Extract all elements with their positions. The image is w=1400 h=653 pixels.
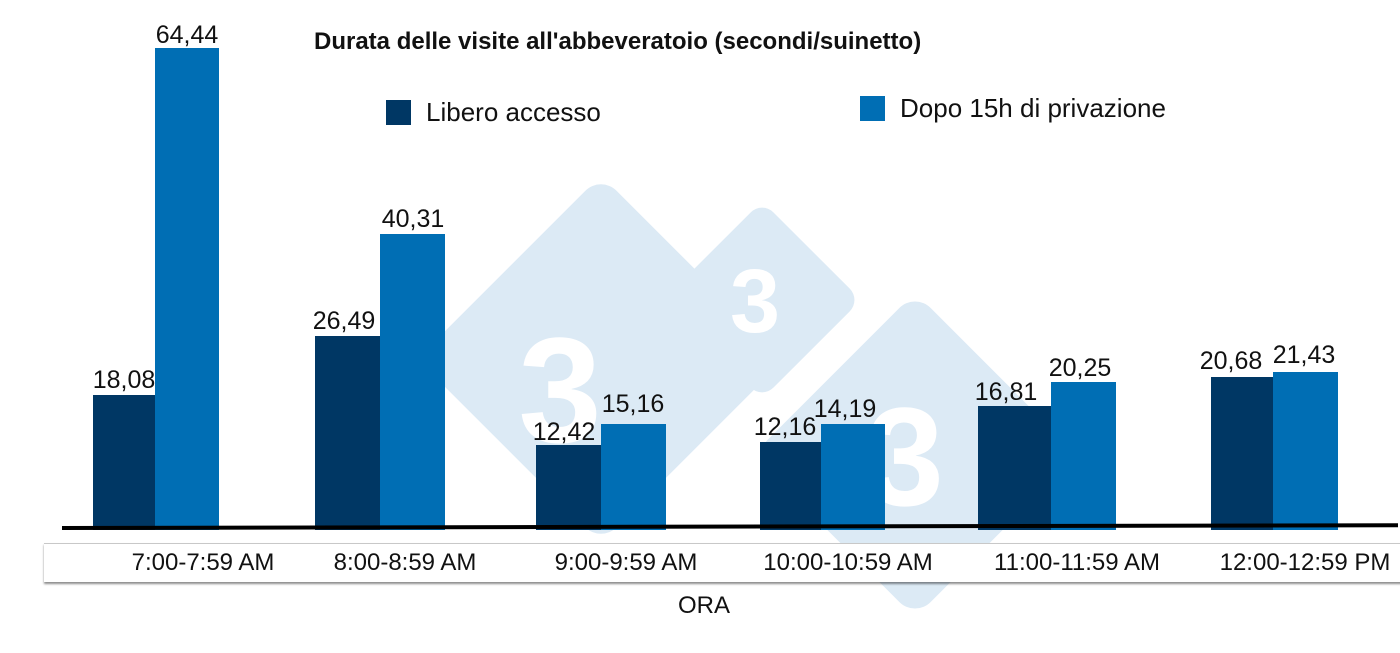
x-tick-label: 12:00-12:59 PM	[1219, 549, 1391, 576]
bar-libero-12pm	[1211, 377, 1273, 530]
value-label: 12,42	[532, 418, 596, 446]
bar-libero-11am	[978, 406, 1051, 530]
bar-libero-7am	[93, 395, 155, 530]
value-label: 15,16	[601, 390, 665, 418]
bar-dopo-8am	[380, 234, 445, 530]
legend-swatch-icon	[386, 100, 411, 125]
x-tick-label: 11:00-11:59 AM	[994, 549, 1160, 576]
bar-dopo-11am	[1051, 382, 1116, 530]
value-label: 26,49	[312, 307, 376, 335]
bar-dopo-12pm	[1273, 372, 1338, 530]
value-label: 64,44	[155, 21, 219, 49]
value-label: 16,81	[974, 378, 1038, 406]
x-tick-label: 8:00-8:59 AM	[333, 549, 477, 576]
legend-item-libero-accesso: Libero accesso	[386, 97, 601, 128]
legend-item-dopo-15h: Dopo 15h di privazione	[860, 93, 1166, 124]
x-tick-label: 10:00-10:59 AM	[763, 549, 933, 576]
bar-dopo-9am	[601, 424, 666, 530]
value-label: 14,19	[813, 395, 877, 423]
value-label: 20,25	[1048, 354, 1112, 382]
bar-dopo-7am	[155, 48, 219, 530]
value-label: 12,16	[753, 413, 817, 441]
x-tick-label: 7:00-7:59 AM	[131, 549, 275, 576]
x-axis-title: ORA	[678, 592, 731, 619]
legend-swatch-icon	[860, 96, 885, 121]
value-label: 21,43	[1272, 341, 1336, 369]
bar-libero-10am	[760, 442, 821, 530]
value-label: 40,31	[381, 205, 445, 233]
bar-libero-9am	[536, 445, 601, 530]
bar-dopo-10am	[821, 424, 885, 530]
chart-title: Durata delle visite all'abbeveratoio (se…	[314, 28, 922, 55]
category-axis-band	[44, 543, 1400, 582]
value-label: 20,68	[1199, 347, 1263, 375]
value-label: 18,08	[92, 366, 156, 394]
x-tick-label: 9:00-9:59 AM	[554, 549, 698, 576]
legend-label: Libero accesso	[426, 97, 601, 127]
legend-label: Dopo 15h di privazione	[900, 93, 1166, 123]
bar-libero-8am	[315, 336, 380, 530]
